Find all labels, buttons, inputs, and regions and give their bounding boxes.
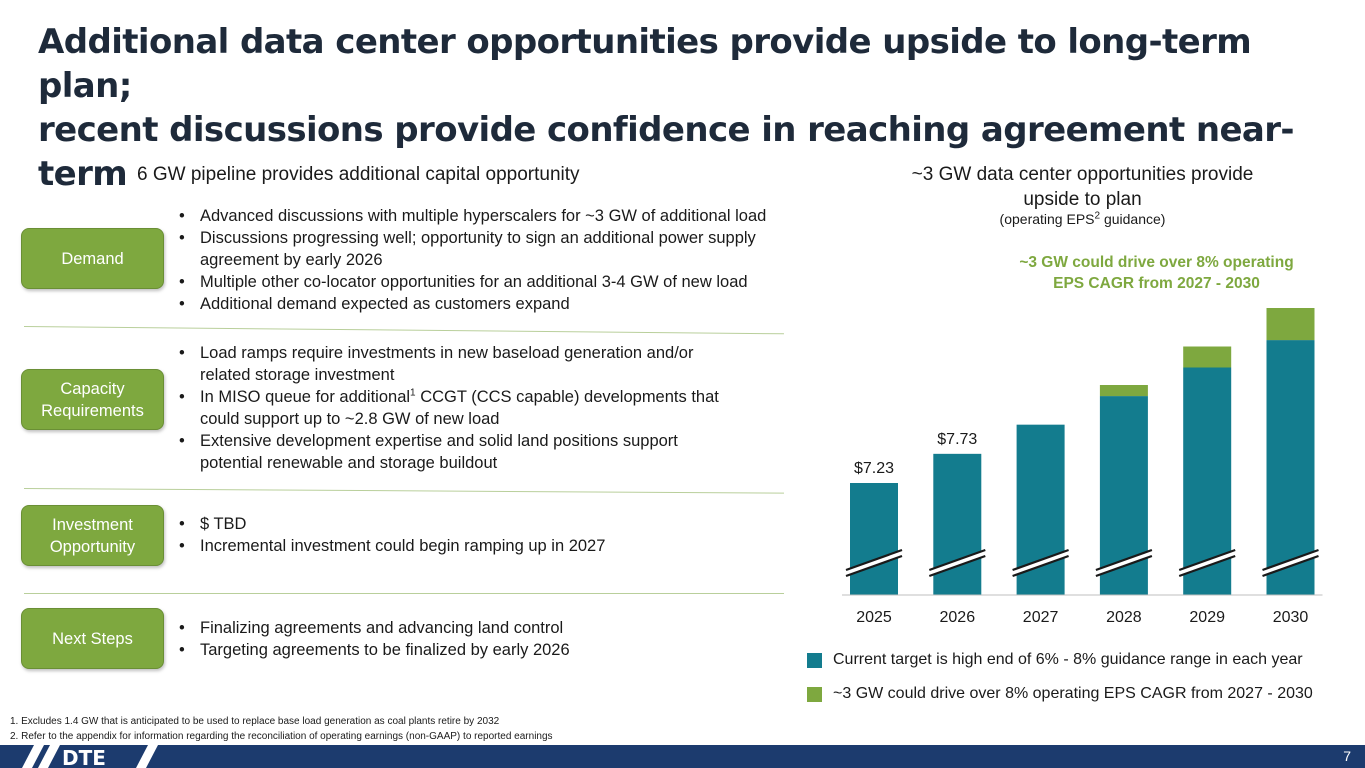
x-tick-label: 2030 [1273,609,1309,626]
upside-annotation: ~3 GW could drive over 8% operating EPS … [1000,252,1313,294]
bar-upside-2030 [1266,308,1315,341]
capacity-requirements-label: Capacity Requirements [21,369,164,430]
footnote-2: 2. Refer to the appendix for information… [10,731,553,742]
section-divider [24,593,784,594]
axis-break-line [928,554,986,578]
dte-logo-text: DTE [62,746,106,768]
dte-logo: DTE [22,745,158,768]
list-item: Finalizing agreements and advancing land… [177,617,570,639]
bar-current-target-2027 [1016,424,1065,595]
x-tick-label: 2025 [856,609,892,626]
axis-break-line [1178,548,1236,572]
x-tick-label: 2027 [1023,609,1059,626]
list-item: Incremental investment could begin rampi… [177,535,605,557]
miso-text-post: CCGT (CCS capable) developments that cou… [200,388,719,428]
next-steps-bullets: Finalizing agreements and advancing land… [177,617,570,661]
axis-break-line [1178,554,1236,578]
axis-break-mark [846,550,902,576]
footnote-ref-2: 2 [1094,210,1101,222]
axis-break-line [1095,554,1153,578]
pipeline-heading: 6 GW pipeline provides additional capita… [137,164,580,185]
demand-label-text: Demand [61,249,124,268]
list-item: $ TBD [177,513,605,535]
axis-break-line [1262,548,1319,572]
upside-annotation-line2: EPS CAGR from 2027 - 2030 [1053,275,1260,292]
list-item: In MISO queue for additional1 CCGT (CCS … [177,386,757,430]
axis-break-mark [1179,550,1236,576]
axis-break-line [1012,554,1069,578]
axis-break-line [845,554,903,578]
footnote-1: 1. Excludes 1.4 GW that is anticipated t… [10,716,500,727]
next-steps-label-text: Next Steps [52,629,133,648]
upside-annotation-line1: ~3 GW could drive over 8% operating [1019,254,1294,271]
bar-current-target-2030 [1266,340,1315,595]
axis-break-mark [1262,550,1319,576]
axis-break-mark [1095,550,1152,576]
list-item: Additional demand expected as customers … [177,293,797,315]
capacity-label-line1: Capacity [60,379,125,398]
bar-current-target-2025 [850,483,898,595]
axis-break-line [1012,548,1069,572]
page-number: 7 [1343,748,1351,764]
chart-title-line2: upside to plan [1023,189,1142,210]
legend-label: ~3 GW could drive over 8% operating EPS … [833,685,1313,702]
capacity-bullets: Load ramps require investments in new ba… [177,342,757,474]
list-item: Targeting agreements to be finalized by … [177,639,570,661]
investment-label-line1: Investment [52,515,133,534]
legend-label: Current target is high end of 6% - 8% gu… [833,651,1303,668]
axis-break-line [928,548,986,572]
list-item: Multiple other co-locator opportunities … [177,271,797,293]
list-item: Advanced discussions with multiple hyper… [177,205,797,227]
legend-swatch-green [807,686,822,702]
chart-subtitle: (operating EPS2 guidance) [880,211,1285,227]
demand-label: Demand [21,228,164,289]
bar-current-target-2028 [1099,396,1148,595]
bar-current-target-2026 [933,453,982,595]
bar-current-target-2029 [1183,367,1232,595]
capacity-label-line2: Requirements [41,401,144,420]
axis-break-mark [929,550,986,576]
section-divider [23,326,784,335]
footnote-ref-1: 1 [410,387,416,399]
data-label: $7.23 [854,460,894,477]
miso-text-pre: In MISO queue for additional [200,388,411,406]
section-divider [23,488,784,494]
axis-break-mark [1012,550,1069,576]
bar-upside-2029 [1183,346,1232,368]
chart-title-line1: ~3 GW data center opportunities provide [911,164,1254,185]
list-item: Discussions progressing well; opportunit… [177,227,797,271]
chart-title: ~3 GW data center opportunities provide … [880,162,1285,212]
x-tick-label: 2026 [940,609,976,626]
list-item: Extensive development expertise and soli… [177,430,737,474]
axis-break-line [1095,548,1153,572]
investment-label-line2: Opportunity [49,537,136,556]
slide-title-line1: Additional data center opportunities pro… [38,22,1252,106]
slide-title: Additional data center opportunities pro… [38,20,1338,196]
investment-opportunity-label: Investment Opportunity [21,505,164,566]
legend-swatch-teal [807,652,822,668]
x-tick-label: 2028 [1106,609,1142,626]
x-tick-label: 2029 [1189,609,1225,626]
chart-subtitle-post: guidance) [1100,211,1166,227]
next-steps-label: Next Steps [21,608,164,669]
bar-upside-2028 [1099,385,1148,397]
demand-bullets: Advanced discussions with multiple hyper… [177,205,797,315]
list-item: Load ramps require investments in new ba… [177,342,737,386]
slide-title-line2: recent discussions provide confidence in… [38,110,1295,194]
footer-bar [0,745,1365,768]
legend-item-current-target: Current target is high end of 6% - 8% gu… [807,651,1303,669]
axis-break-line [845,548,903,572]
investment-bullets: $ TBD Incremental investment could begin… [177,513,605,557]
chart-subtitle-pre: (operating EPS [999,211,1095,227]
data-label: $7.73 [937,431,977,448]
axis-break-line [1262,554,1319,578]
legend-item-upside: ~3 GW could drive over 8% operating EPS … [807,685,1313,703]
